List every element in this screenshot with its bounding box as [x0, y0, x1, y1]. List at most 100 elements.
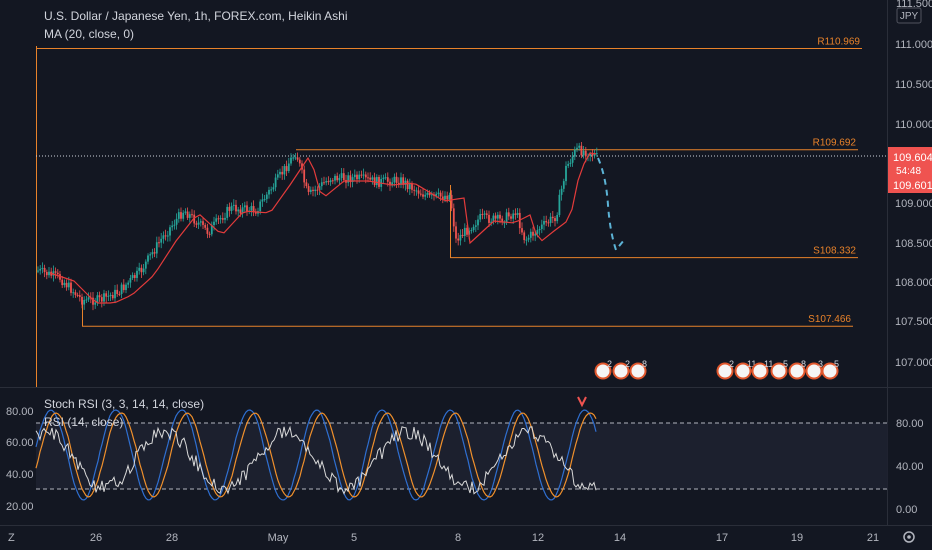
candle-body [334, 175, 336, 181]
levels-layer: R110.969 R109.692 S108.332 S107.466 [36, 36, 888, 387]
candle-body [243, 205, 246, 208]
candle-body [448, 194, 451, 200]
candle-body [477, 219, 479, 226]
candle-body [74, 292, 77, 295]
bar-countdown: 54:48 [896, 166, 921, 177]
candle-body [285, 166, 288, 172]
event-badges[interactable]: 2 2 8 2 11 11 5 8 3 5 [594, 359, 840, 380]
candle-body [457, 238, 460, 241]
candle-body [347, 175, 350, 183]
candle-body [391, 182, 394, 186]
candle-body [67, 282, 70, 288]
zoom-icon[interactable]: Z [8, 532, 15, 544]
candle-body [138, 267, 141, 271]
candle-body [37, 270, 39, 272]
candle-body [507, 212, 510, 217]
candle-body [109, 294, 112, 296]
candle-body [437, 192, 440, 194]
indicator-left-axis: 80.00 60.00 40.00 20.00 [6, 406, 34, 513]
candle-body [136, 270, 138, 278]
candle-body [439, 192, 442, 197]
candle-body [125, 284, 127, 291]
candle-body [375, 176, 378, 186]
candle-body [510, 216, 512, 219]
price-tick: 109.000 [895, 198, 932, 210]
candle-body [582, 150, 585, 156]
candle-body [571, 156, 574, 163]
current-price: 109.604 [893, 152, 932, 164]
candle-body [182, 212, 185, 219]
candle-body [525, 239, 528, 241]
candle-body [444, 195, 446, 200]
stoch-rsi-label: Stoch RSI (3, 3, 14, 14, close) [44, 397, 204, 411]
candle-body [149, 254, 152, 256]
candle-body [83, 299, 86, 305]
time-tick: 5 [351, 532, 357, 544]
event-badge-count: 8 [642, 359, 647, 369]
event-badge-circle [751, 362, 769, 380]
candle-body [488, 214, 490, 223]
candle-body [237, 209, 240, 212]
candle-body [120, 284, 123, 295]
candle-body [261, 199, 264, 202]
candle-body [536, 230, 539, 234]
stoch-k-line [35, 409, 597, 501]
candle-body [551, 216, 554, 219]
event-badge-count: 3 [818, 359, 823, 369]
indicator-right-axis[interactable]: 80.00 40.00 0.00 [896, 418, 924, 516]
candle-body [287, 163, 290, 172]
current-price-low: 109.601 [893, 180, 932, 192]
forecast-projection [597, 157, 625, 253]
candle-body [217, 218, 220, 220]
candle-body [298, 159, 301, 164]
candle-body [107, 295, 110, 297]
candle-body [169, 227, 171, 236]
candle-body [516, 212, 519, 215]
price-tick-top: 111.500 [896, 0, 932, 10]
candle-body [173, 224, 176, 226]
candle-body [116, 289, 119, 294]
event-badge-count: 11 [764, 359, 773, 369]
candle-body [547, 222, 550, 224]
event-badge-count: 8 [801, 359, 806, 369]
price-axis[interactable]: 111.500 111.000 110.500 110.000 109.000 … [888, 0, 932, 369]
candle-body [239, 209, 242, 214]
candle-body [461, 234, 464, 237]
level-label: R109.692 [813, 138, 857, 149]
candle-body [371, 177, 374, 180]
candle-body [562, 181, 565, 189]
candle-body [413, 189, 416, 191]
candle-body [314, 189, 317, 192]
candle-body [320, 182, 323, 187]
candle-body [265, 194, 268, 200]
currency-badge-box[interactable] [896, 7, 922, 24]
candle-body [569, 162, 572, 164]
candle-body [595, 153, 598, 155]
candle-body [235, 204, 237, 212]
candle-body [274, 177, 277, 188]
candle-body [400, 177, 402, 185]
candle-body [534, 233, 537, 236]
candle-body [180, 212, 182, 219]
candle-body [72, 292, 75, 294]
time-axis[interactable]: Z 26 28 May 5 8 12 14 17 19 21 [8, 531, 915, 544]
candle-body [373, 177, 376, 186]
gear-icon[interactable] [903, 531, 915, 543]
candle-body [452, 208, 455, 227]
candle-body [466, 227, 468, 235]
candle-body [144, 261, 147, 269]
level-label: S107.466 [808, 314, 851, 325]
candle-body [199, 221, 202, 223]
candle-body [177, 212, 180, 219]
candle-body [81, 296, 83, 305]
candle-body [501, 218, 504, 223]
candle-body [184, 211, 187, 213]
candle-body [560, 188, 563, 195]
candle-body [356, 174, 358, 180]
candle-body [395, 176, 398, 183]
candle-body [118, 293, 121, 295]
candle-body [228, 206, 231, 211]
candle-body [283, 166, 286, 175]
event-badge-circle [629, 362, 647, 380]
